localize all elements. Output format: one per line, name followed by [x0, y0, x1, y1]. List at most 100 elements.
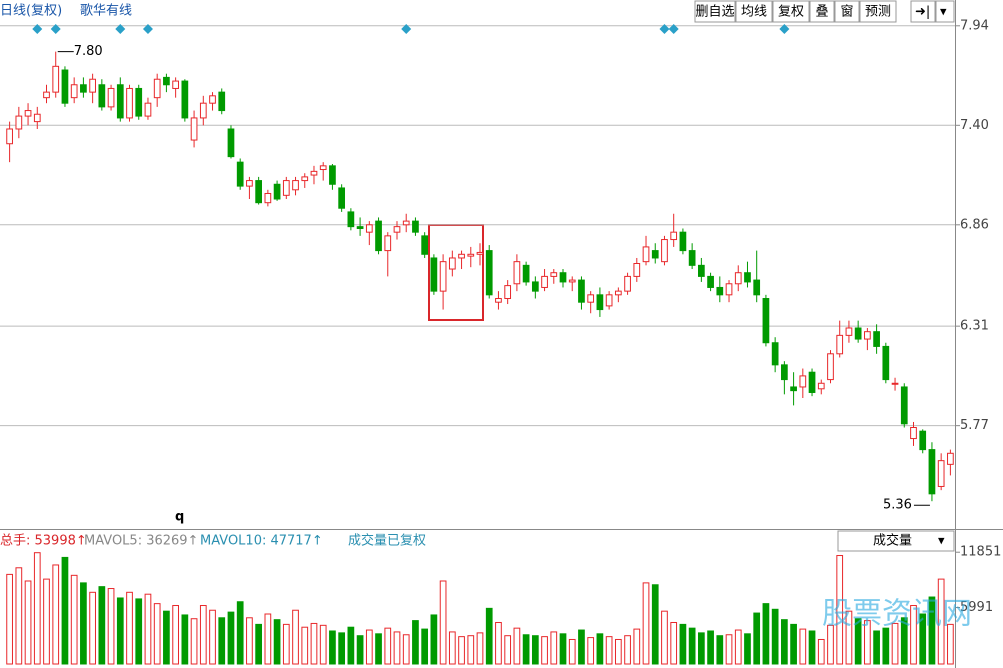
candle-body	[43, 91, 50, 99]
candle-body	[107, 87, 115, 108]
volume-bar	[292, 609, 299, 665]
volume-legend: 总手: 53998↑	[0, 534, 87, 549]
candle-body	[670, 231, 678, 241]
candle-body	[799, 375, 807, 388]
volume-bar	[781, 619, 788, 665]
toolbar-button[interactable]: 删自选	[694, 0, 736, 23]
candle-body	[52, 65, 60, 93]
volume-bar	[135, 598, 143, 665]
candle-body	[900, 386, 908, 425]
volume-bar	[70, 574, 78, 665]
candle-body	[236, 161, 244, 187]
button-label: 预测	[865, 5, 891, 20]
volume-bar	[947, 623, 954, 665]
volume-bar	[614, 638, 622, 665]
svg-text:➜|: ➜|	[915, 5, 930, 20]
y-tick-label: 7.40	[960, 118, 989, 133]
volume-bar	[845, 610, 853, 665]
candle-body	[329, 165, 336, 185]
candle-body	[873, 331, 880, 347]
candle-body	[144, 102, 152, 117]
volume-bar	[522, 634, 530, 665]
candle-body	[817, 382, 825, 390]
volume-bar	[541, 636, 548, 665]
candle-body	[430, 257, 438, 292]
button-frame	[772, 0, 810, 23]
button-label: 均线	[741, 5, 767, 20]
volume-bar	[375, 633, 382, 665]
candle-body	[347, 211, 355, 228]
volume-bar	[762, 603, 770, 665]
button-label: 复权	[778, 4, 804, 20]
volume-bar	[209, 609, 216, 665]
volume-bar	[264, 613, 272, 665]
volume-legend: MAVOL10: 47717↑	[200, 534, 323, 549]
volume-bar	[52, 564, 60, 665]
candle-body	[301, 176, 309, 182]
volume-bar	[144, 593, 152, 665]
toolbar-button[interactable]: 复权	[772, 0, 810, 23]
toolbar-button[interactable]: 预测	[859, 0, 897, 23]
button-frame	[694, 0, 736, 23]
volume-bar	[476, 632, 484, 665]
volume-legend: MAVOL5: 36269↑	[84, 534, 198, 549]
candle-body	[356, 226, 364, 229]
button-frame	[735, 0, 773, 23]
toolbar-button[interactable]: 均线	[735, 0, 773, 23]
candle-body	[246, 180, 253, 187]
candle-body	[937, 460, 945, 487]
candle-body	[891, 382, 899, 385]
candle-body	[33, 113, 41, 123]
volume-bar	[310, 622, 318, 665]
volume-bar	[172, 605, 179, 665]
arrow-button[interactable]: ➜|	[910, 0, 936, 23]
candle-body	[310, 170, 318, 176]
toolbar-button[interactable]: 叠	[809, 0, 835, 23]
candle-body	[476, 251, 484, 255]
candle-body	[578, 279, 585, 303]
candle-body	[827, 353, 834, 381]
volume-bar	[919, 613, 927, 665]
volume-bar	[790, 623, 797, 665]
volume-bar	[873, 630, 880, 665]
candle-body	[273, 183, 281, 200]
toolbar-button[interactable]: 窗	[834, 0, 860, 23]
volume-bar	[246, 617, 253, 665]
dropdown-button[interactable]: ▾	[935, 0, 955, 23]
volume-bar	[402, 634, 410, 665]
candle-body	[854, 327, 862, 340]
volume-bar	[356, 635, 364, 665]
volume-bar	[651, 584, 659, 665]
candle-body	[910, 426, 917, 440]
volume-bar	[329, 630, 336, 665]
candle-body	[928, 449, 936, 495]
candle-body	[559, 272, 567, 283]
y-tick-label: 6.86	[960, 217, 989, 232]
candle-body	[199, 102, 207, 119]
volume-bar	[393, 631, 401, 665]
candle-body	[698, 264, 705, 277]
volume-bar	[854, 618, 862, 665]
indicator-selector[interactable]: 成交量 ▾	[837, 530, 955, 552]
candle-body	[70, 84, 78, 99]
volume-bar	[799, 628, 807, 665]
volume-bar	[218, 617, 226, 665]
candle-body	[375, 220, 382, 252]
candle-body	[661, 239, 668, 263]
period-label: 日线(复权)	[0, 3, 62, 19]
volume-bar	[504, 635, 512, 665]
volume-bar	[808, 630, 816, 665]
candle-body	[614, 290, 622, 296]
volume-bar	[458, 636, 465, 665]
candle-body	[744, 272, 751, 283]
volume-bar	[836, 555, 844, 665]
candle-body	[116, 84, 124, 119]
signal-marker	[142, 24, 153, 34]
volume-bar	[61, 556, 69, 665]
volume-bar	[642, 582, 650, 665]
button-frame	[859, 0, 897, 23]
volume-bar	[910, 605, 917, 665]
signal-marker	[401, 24, 412, 34]
volume-bar	[33, 552, 41, 665]
candle-body	[725, 283, 733, 296]
